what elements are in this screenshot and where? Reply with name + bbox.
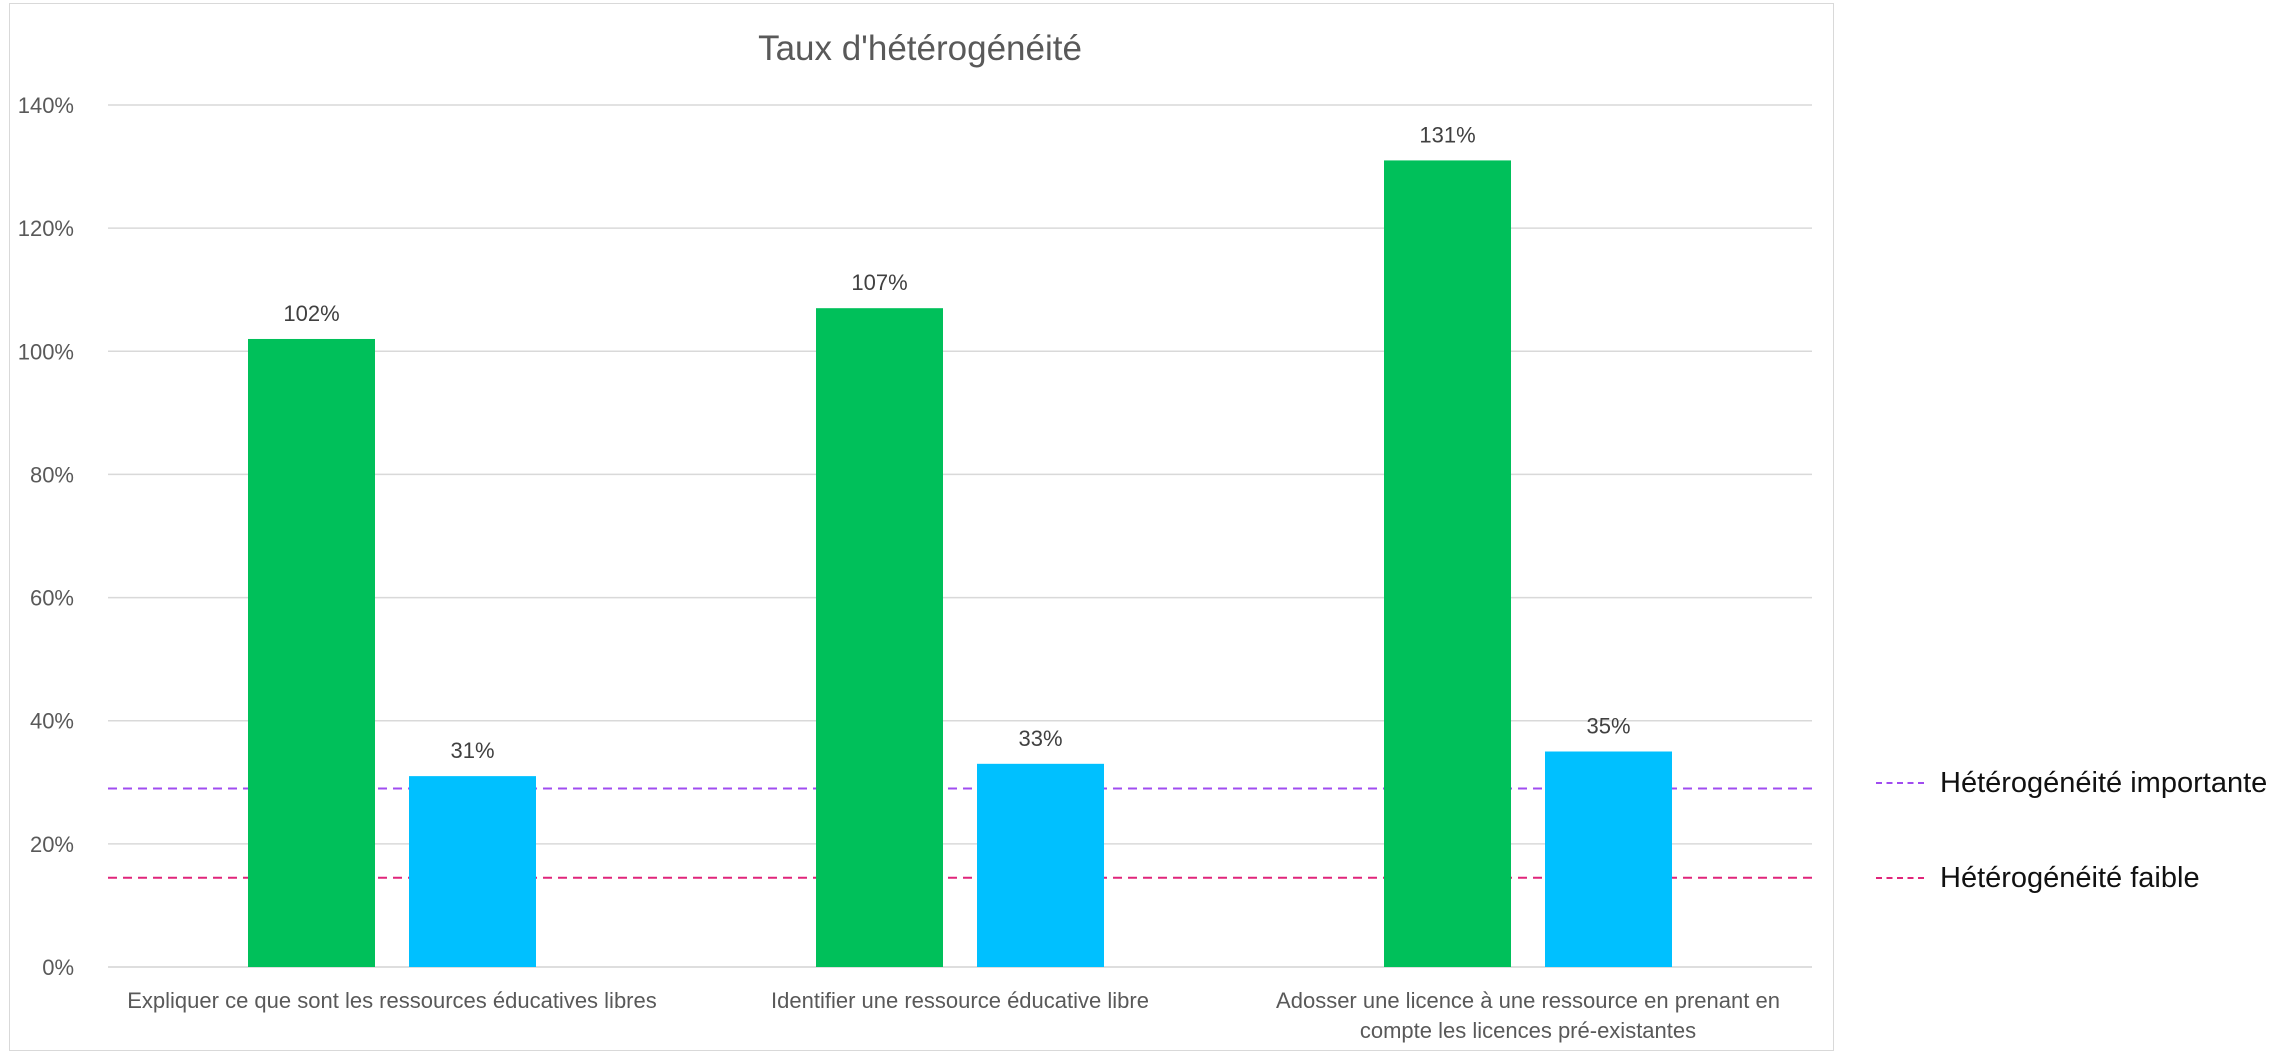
legend-swatch-faible	[1876, 877, 1924, 879]
data-label: 33%	[1018, 726, 1062, 751]
chart-canvas: Taux d'hétérogénéité 102% 107% 131% 31% 33% 3…	[18, 29, 1812, 1043]
axis-labels: 0% 20% 40% 60% 80% 100% 120% 140% Expliquer ce q…	[18, 93, 1780, 1043]
y-tick-label: 80%	[30, 462, 74, 487]
chart-title: Taux d'hétérogénéité	[758, 29, 1082, 68]
gridlines	[108, 104, 1812, 968]
bar	[977, 763, 1104, 967]
y-tick-label: 20%	[30, 832, 74, 857]
data-label: 131%	[1419, 122, 1475, 147]
y-tick-label: 120%	[18, 216, 74, 241]
bar	[1545, 751, 1672, 967]
x-tick-label: Expliquer ce que sont les ressources édu…	[127, 988, 657, 1013]
bars	[248, 160, 1672, 968]
data-label: 102%	[283, 301, 339, 326]
data-label: 31%	[450, 738, 494, 763]
y-tick-label: 140%	[18, 93, 74, 118]
x-tick-label: Identifier une ressource éducative libre	[771, 988, 1149, 1013]
legend-item-faible: Hétérogénéité faible	[1876, 858, 2200, 898]
x-tick-label: Adosser une licence à une ressource en p…	[1276, 988, 1780, 1013]
bar	[248, 338, 375, 967]
x-tick-label: compte les licences pré-existantes	[1360, 1018, 1696, 1043]
y-tick-label: 40%	[30, 709, 74, 734]
y-tick-label: 100%	[18, 339, 74, 364]
data-label: 35%	[1586, 714, 1630, 739]
legend-label-faible: Hétérogénéité faible	[1940, 861, 2200, 894]
legend-item-importante: Hétérogénéité importante	[1876, 763, 2267, 803]
data-labels: 102% 107% 131% 31% 33% 35%	[283, 122, 1630, 763]
data-label: 107%	[851, 270, 907, 295]
legend-label-importante: Hétérogénéité importante	[1940, 766, 2268, 799]
legend-swatch-importante	[1876, 782, 1924, 784]
y-tick-label: 60%	[30, 586, 74, 611]
bar	[1384, 160, 1511, 967]
bar	[816, 308, 943, 968]
bar	[409, 776, 536, 967]
y-tick-label: 0%	[42, 955, 74, 980]
